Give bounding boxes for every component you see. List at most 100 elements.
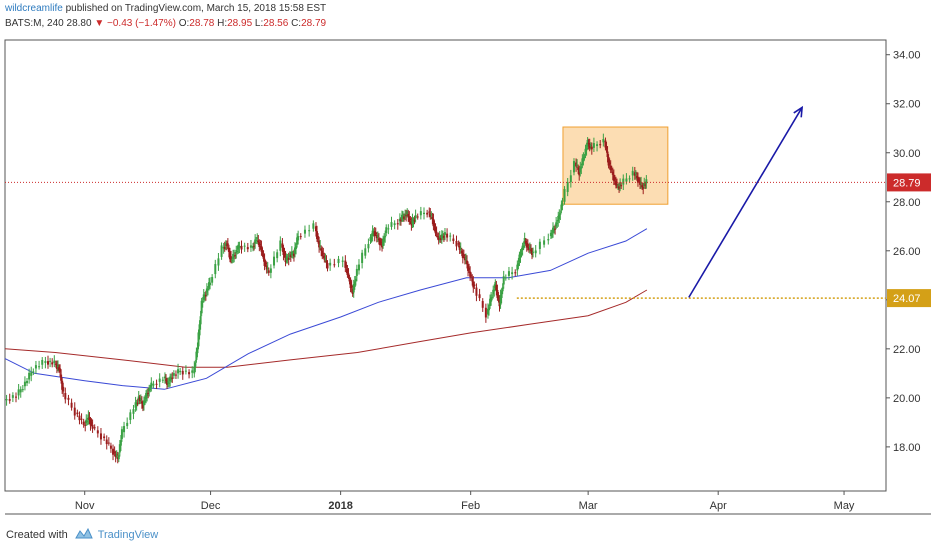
candle-body	[502, 276, 505, 285]
candle-body	[194, 362, 197, 367]
candle-body	[11, 395, 14, 398]
x-tick-label: Mar	[579, 500, 598, 512]
candle-body	[142, 400, 145, 406]
candle-body	[109, 445, 112, 449]
candle-body	[276, 252, 279, 259]
candle-body	[612, 174, 615, 181]
candle-body	[226, 243, 229, 245]
candle-body	[429, 213, 432, 217]
candle-body	[167, 381, 170, 383]
candle-body	[93, 427, 96, 429]
author-link[interactable]: wildcreamlife	[5, 3, 63, 14]
candle-body	[103, 436, 106, 439]
candle-body	[279, 240, 282, 251]
candle-body	[254, 239, 257, 244]
tradingview-brand-link[interactable]: TradingView	[97, 529, 159, 541]
candle-body	[385, 227, 388, 234]
candle-body	[584, 148, 587, 154]
candle-body	[538, 241, 541, 249]
candle-body	[406, 211, 409, 215]
candle-body	[227, 247, 230, 253]
candle-body	[407, 214, 410, 217]
candle-body	[145, 393, 148, 400]
candle-body	[492, 289, 495, 295]
candle-body	[414, 215, 417, 219]
candle-body	[32, 371, 35, 373]
candle-body	[240, 245, 243, 250]
candle-body	[416, 216, 419, 218]
candle-body	[478, 294, 481, 299]
candle-body	[432, 218, 435, 227]
candle-body	[118, 444, 121, 453]
candle-body	[259, 244, 262, 246]
candle-body	[193, 366, 196, 374]
candle-body	[639, 181, 642, 185]
candle-body	[435, 231, 438, 234]
candle-body	[284, 256, 287, 263]
candle-body	[51, 362, 54, 365]
candle-body	[114, 453, 117, 457]
candle-body	[409, 218, 412, 220]
candle-body	[525, 242, 528, 248]
candle-body	[203, 294, 206, 298]
candle-body	[84, 424, 87, 426]
x-tick-label: May	[834, 500, 855, 512]
candle-body	[554, 228, 557, 230]
candle-body	[635, 176, 638, 178]
candle-body	[463, 256, 466, 261]
tradingview-logo-icon	[74, 527, 93, 539]
candle-body	[614, 180, 617, 186]
candle-body	[191, 370, 194, 373]
candle-body	[308, 230, 311, 232]
candle-body	[80, 418, 83, 420]
candle-body	[462, 255, 465, 257]
y-tick-label: 20.00	[893, 393, 921, 405]
candle-body	[557, 215, 560, 222]
candle-body	[575, 162, 578, 167]
candle-body	[466, 260, 469, 265]
candle-body	[105, 439, 108, 445]
candle-body	[643, 183, 646, 186]
candle-body	[166, 380, 169, 385]
candle-body	[85, 419, 88, 423]
candle-body	[172, 373, 175, 376]
high-label: H:	[217, 18, 228, 29]
candle-body	[604, 140, 607, 148]
down-arrow-icon: ▼	[94, 18, 105, 29]
candle-body	[289, 255, 292, 257]
candle-body	[129, 412, 132, 420]
candle-body	[619, 183, 622, 186]
support-price-tag	[887, 289, 931, 308]
candle-body	[412, 220, 415, 222]
candle-body	[521, 245, 524, 251]
candle-body	[17, 389, 20, 396]
candle-body	[220, 245, 223, 257]
candle-body	[588, 144, 591, 149]
candle-body	[139, 398, 142, 400]
candle-body	[472, 281, 475, 288]
candle-body	[237, 244, 240, 250]
footer: Created with TradingView	[6, 527, 159, 541]
candle-body	[134, 402, 137, 408]
candle-body	[569, 175, 572, 183]
candle-body	[49, 360, 52, 362]
candle-body	[174, 374, 177, 376]
candle-body	[642, 187, 645, 189]
candle-body	[437, 236, 440, 241]
candle-body	[413, 220, 416, 222]
candle-body	[517, 263, 520, 267]
candle-body	[587, 142, 590, 145]
last-price: 28.80	[66, 18, 92, 29]
candle-body	[419, 211, 422, 216]
y-tick-label: 34.00	[893, 50, 921, 62]
candle-body	[171, 377, 174, 379]
candle-body	[56, 365, 59, 367]
candle-body	[322, 253, 325, 255]
candle-body	[408, 216, 411, 222]
candle-body	[576, 164, 579, 166]
candle-body	[147, 392, 150, 395]
candle-body	[620, 185, 623, 187]
candle-body	[488, 307, 491, 311]
candle-body	[195, 351, 198, 360]
